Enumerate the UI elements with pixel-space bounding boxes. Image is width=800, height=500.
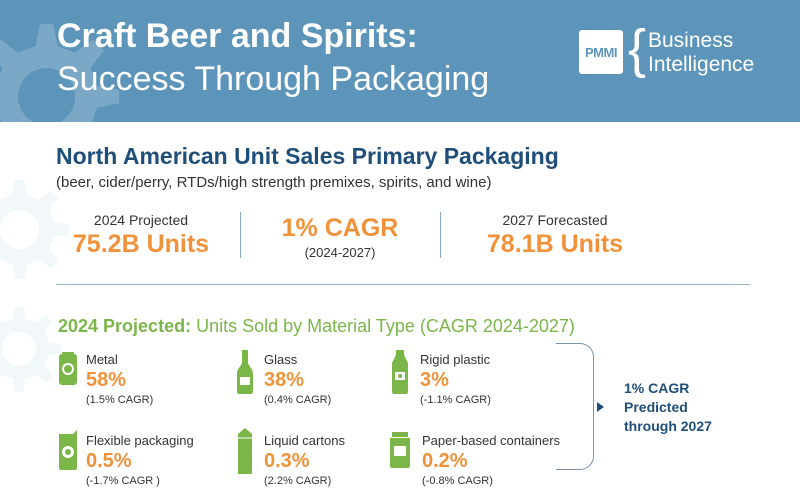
material-percent: 0.2% <box>422 450 468 472</box>
prediction-line-1: 1% CAGR <box>624 380 690 396</box>
background-gear-icon <box>0 180 69 279</box>
material-cagr: (1.5% CAGR) <box>86 394 154 406</box>
material-cagr: (-0.8% CAGR) <box>422 475 493 487</box>
material-percent: 58% <box>86 369 127 391</box>
wine-bottle-icon <box>237 350 253 394</box>
stat-value: 78.1B Units <box>486 230 624 258</box>
pmmi-logo: PMMI <box>579 30 623 74</box>
stat-label: 2024 Projected <box>93 212 189 228</box>
plastic-bottle-icon <box>392 350 408 394</box>
arrow-right-icon <box>597 402 604 412</box>
header-banner: Craft Beer and Spirits: Success Through … <box>0 0 800 122</box>
materials-title: 2024 Projected: Units Sold by Material T… <box>58 316 575 337</box>
material-percent: 0.3% <box>264 450 310 472</box>
logo-text: PMMI <box>585 44 617 60</box>
stat-value: 1% CAGR <box>281 214 399 242</box>
divider <box>240 212 241 258</box>
brand-line-2: Intelligence <box>648 53 755 76</box>
material-cagr: (2.2% CAGR) <box>264 475 332 487</box>
prediction-text: 1% CAGR Predicted through 2027 <box>624 379 712 436</box>
page-title: Craft Beer and Spirits: <box>57 17 418 55</box>
material-name: Flexible packaging <box>86 433 194 448</box>
material-name: Glass <box>264 352 298 367</box>
carton-icon <box>238 428 252 474</box>
stat-2024-projected: 2024 Projected 75.2B Units <box>56 212 226 259</box>
paper-container-icon <box>390 432 410 468</box>
material-cagr: (-1.7% CAGR ) <box>86 475 160 487</box>
bracket <box>556 343 594 470</box>
stat-cagr: 1% CAGR (2024-2027) <box>270 214 410 260</box>
gear-icon <box>0 24 120 122</box>
material-name: Paper-based containers <box>422 433 561 448</box>
prediction-line-2: Predicted <box>624 399 688 415</box>
section-subtitle: (beer, cider/perry, RTDs/high strength p… <box>56 174 492 191</box>
material-percent: 3% <box>420 369 449 391</box>
material-name: Metal <box>86 352 118 367</box>
brace-divider: { <box>628 19 647 79</box>
divider <box>440 212 441 258</box>
stat-2027-forecasted: 2027 Forecasted 78.1B Units <box>470 212 640 259</box>
material-percent: 0.5% <box>86 450 132 472</box>
pouch-icon <box>59 430 77 470</box>
section-title: North American Unit Sales Primary Packag… <box>56 143 559 169</box>
material-name: Liquid cartons <box>264 433 345 448</box>
materials-title-bold: 2024 Projected: <box>58 316 192 336</box>
prediction-line-3: through 2027 <box>624 418 712 434</box>
stat-label: 2027 Forecasted <box>502 212 608 228</box>
material-name: Rigid plastic <box>420 352 491 367</box>
stat-label: (2024-2027) <box>304 245 376 260</box>
background-gear-icon <box>0 306 62 392</box>
brand-line-1: Business <box>648 29 734 52</box>
stat-value: 75.2B Units <box>72 230 210 258</box>
section-divider <box>56 284 750 285</box>
can-icon <box>59 352 77 385</box>
materials-title-rest: Units Sold by Material Type (CAGR 2024-2… <box>191 316 575 336</box>
material-cagr: (-1.1% CAGR) <box>420 394 491 406</box>
material-percent: 38% <box>264 369 305 391</box>
page-subtitle: Success Through Packaging <box>57 60 490 98</box>
material-cagr: (0.4% CAGR) <box>264 394 332 406</box>
